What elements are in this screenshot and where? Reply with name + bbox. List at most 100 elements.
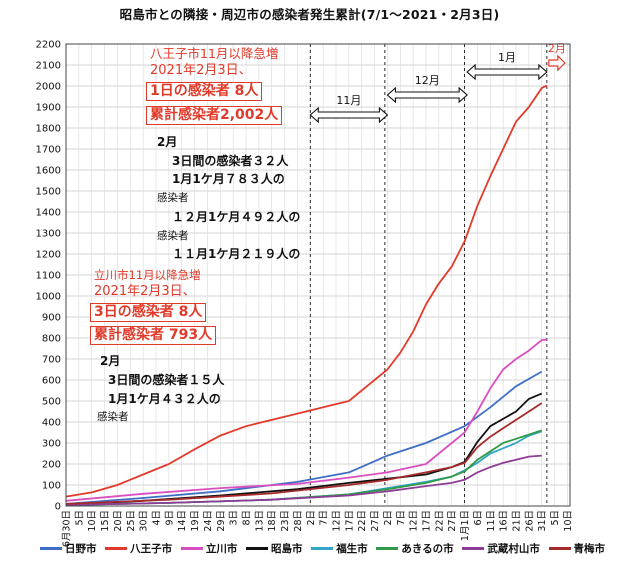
x-tick-label: 27日 [447, 510, 458, 532]
series-line-青梅市 [65, 402, 543, 505]
hachioji-note-1: 3日間の感染者３２人 [172, 154, 289, 168]
y-tick-label: 2200 [36, 40, 61, 51]
legend-swatch [40, 546, 62, 550]
x-tick-label: 13日 [254, 510, 265, 532]
x-tick-label: 25日 [126, 510, 137, 532]
tachikawa-note-3: 感染者 [97, 411, 129, 423]
page-title: 昭島市との隣接・周辺市の感染者発生累計(7/1～2021・2月3日) [119, 7, 500, 22]
y-tick-label: 1400 [36, 208, 61, 219]
month-label: 12月 [415, 74, 440, 87]
x-tick-label: 6月30日 [62, 510, 73, 547]
legend-label: あきるの市 [401, 542, 454, 555]
y-tick-label: 1100 [36, 271, 61, 282]
x-tick-label: 31日 [537, 510, 548, 532]
x-tick-label: 16日 [499, 510, 510, 532]
tachikawa-heading: 立川市11月以降急増 [94, 268, 201, 282]
series-line-立川市 [65, 338, 548, 502]
month-range-arrow [548, 54, 566, 72]
x-tick-label: 7日 [396, 510, 407, 526]
x-tick-label: 21日 [512, 510, 523, 532]
x-tick-label: 3日 [229, 510, 240, 526]
x-tick-label: 7日 [319, 510, 330, 526]
x-tick-label: 26日 [524, 510, 535, 532]
tachikawa-date: 2021年2月3日、 [94, 284, 196, 299]
x-tick-label: 17日 [422, 510, 433, 532]
series-line-日野市 [65, 370, 543, 505]
month-range-arrow [466, 63, 548, 81]
x-tick-label: 11日 [486, 510, 497, 532]
y-tick-label: 700 [42, 355, 61, 366]
legend-item: あきるの市 [376, 540, 454, 556]
month-label: 11月 [336, 94, 361, 107]
plot-frame [65, 43, 571, 507]
x-tick-label: 12日 [409, 510, 420, 532]
x-tick-label: 8日 [242, 510, 253, 526]
y-tick-label: 1600 [36, 166, 61, 177]
x-tick-label: 10日 [563, 510, 574, 532]
x-tick-label: 17日 [344, 510, 355, 532]
hachioji-note-2: 1月1ケ月７８３人の [172, 172, 285, 186]
tachikawa-total: 累計感染者 793人 [90, 326, 217, 345]
x-tick-label: 14日 [177, 510, 188, 532]
legend-label: 立川市 [205, 542, 238, 555]
series-line-八王子市 [65, 84, 548, 498]
x-axis-ticks: 6月30日 5日 10日 15日 20日 25日 30日 4日 9日 14日 19日 24日 29日 3日… [62, 510, 574, 547]
legend-swatch [548, 546, 571, 550]
hachioji-note-5: 感染者 [157, 230, 189, 242]
x-tick-label: 6日 [473, 510, 484, 526]
tachikawa-note-1: 3日間の感染者１５人 [108, 373, 225, 387]
x-tick-label: 4日 [152, 510, 163, 526]
x-tick-label: 12日 [332, 510, 343, 532]
legend-label: 昭島市 [271, 542, 303, 555]
y-tick-label: 1900 [36, 103, 61, 114]
x-tick-label: 19日 [190, 510, 201, 532]
month-label: 2月 [548, 42, 566, 55]
legend-item: 立川市 [180, 540, 238, 556]
y-tick-label: 500 [42, 397, 61, 408]
legend-item: 八王子市 [105, 540, 172, 556]
y-tick-label: 1500 [36, 187, 61, 198]
legend-swatch [246, 546, 269, 550]
y-tick-label: 100 [42, 481, 61, 492]
legend-swatch [462, 546, 485, 550]
chart-legend: 日野市 八王子市 立川市 昭島市 福生市 あきるの市 武蔵村山市 青梅市 [40, 540, 605, 556]
y-tick-label: 2000 [36, 82, 61, 93]
series-line-武蔵村山市 [65, 454, 542, 506]
x-tick-label: 28日 [293, 510, 304, 532]
legend-label: 日野市 [65, 542, 97, 555]
legend-swatch [311, 546, 334, 550]
hachioji-note-3: 感染者 [157, 192, 189, 204]
y-axis-ticks: 0 100 200 300 400 500 600 700 800 900 1000 1100 1200… [36, 40, 61, 513]
y-tick-label: 1200 [36, 250, 61, 261]
legend-label: 武蔵村山市 [487, 542, 540, 555]
y-tick-label: 1000 [36, 292, 61, 303]
hachioji-note-6: １１月1ケ月２１９人の [172, 247, 301, 261]
legend-item: 青梅市 [548, 540, 605, 556]
y-tick-label: 0 [55, 502, 61, 513]
month-markers: 11月 12月 1月 2月 [309, 42, 566, 506]
legend-swatch [105, 546, 128, 550]
y-tick-label: 900 [42, 313, 61, 324]
y-tick-label: 800 [42, 334, 61, 345]
legend-item: 福生市 [311, 540, 368, 556]
y-tick-label: 200 [42, 460, 61, 471]
y-tick-label: 2100 [36, 61, 61, 72]
x-tick-label: 29日 [216, 510, 227, 532]
x-tick-label: 5日 [74, 510, 85, 526]
hachioji-heading: 八王子市11月以降急増 [150, 46, 279, 61]
x-tick-label: 22日 [357, 510, 368, 532]
legend-item: 昭島市 [246, 540, 303, 556]
legend-item: 日野市 [40, 540, 97, 556]
series-lines [65, 84, 548, 506]
y-tick-label: 1300 [36, 229, 61, 240]
x-tick-label: 20日 [113, 510, 124, 532]
legend-item: 武蔵村山市 [462, 540, 540, 556]
y-tick-label: 400 [42, 418, 61, 429]
month-label: 1月 [498, 51, 516, 64]
y-tick-label: 300 [42, 439, 61, 450]
y-tick-label: 1800 [36, 124, 61, 135]
hachioji-date: 2021年2月3日、 [150, 63, 252, 78]
legend-swatch [180, 546, 203, 550]
x-tick-label: 5日 [550, 510, 561, 526]
